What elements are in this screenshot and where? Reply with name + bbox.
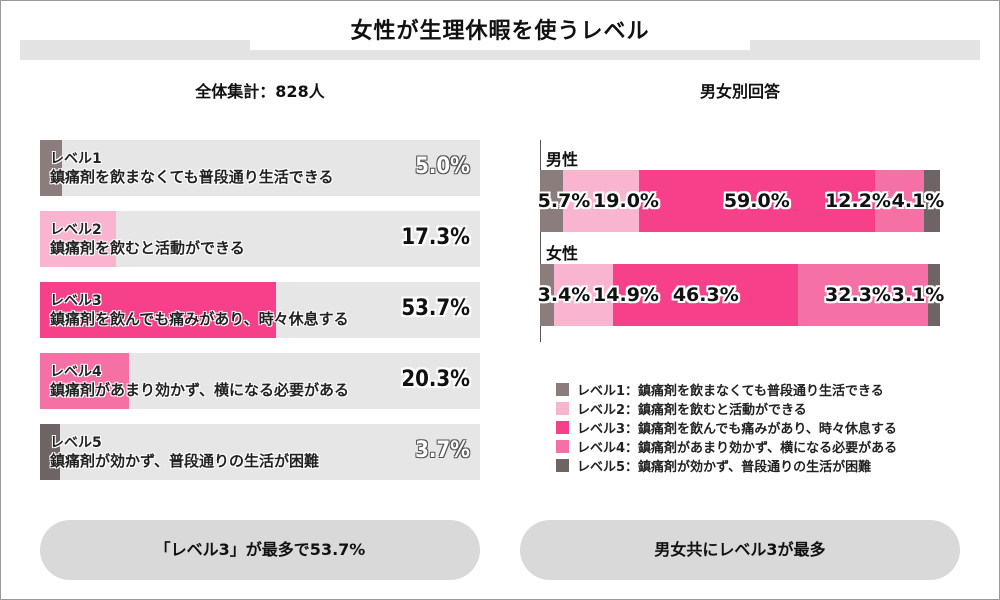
level-row-4: レベル4 鎮痛剤があまり効かず、横になる必要がある 20.3% <box>40 353 480 409</box>
right-subtitle: 男女別回答 <box>699 82 780 101</box>
stack-segment-2-2 <box>553 264 614 326</box>
level-description-5: 鎮痛剤が効かず、普段通りの生活が困難 <box>50 452 319 470</box>
summary-pill-overall: 「レベル3」が最多で53.7% <box>40 520 480 580</box>
stack-segment-2-1 <box>540 264 554 326</box>
level-percent-5: 3.7% <box>415 438 470 463</box>
left-subtitle: 全体集計：828人 <box>195 82 325 101</box>
level-row-3: レベル3 鎮痛剤を飲んでも痛みがあり、時々休息する 53.7% <box>40 282 480 338</box>
legend-swatch-5 <box>556 459 569 472</box>
level-percent-1: 5.0% <box>415 154 470 179</box>
gender-label-1: 男性 <box>546 150 579 169</box>
legend-swatch-1 <box>556 383 569 396</box>
stack-label-1-4: 12.2% <box>825 190 891 212</box>
level-percent-4: 20.3% <box>401 367 470 392</box>
stack-axis-line <box>540 140 541 342</box>
level-description-2: 鎮痛剤を飲むと活動ができる <box>50 239 245 257</box>
legend-label-1: レベル1：鎮痛剤を飲まなくても普段通り生活できる <box>577 384 884 399</box>
stack-segment-1-4 <box>874 170 924 232</box>
legend-swatch-4 <box>556 440 569 453</box>
level-bar-3 <box>40 282 277 338</box>
level-row-1: レベル1 鎮痛剤を飲まなくても普段通り生活できる 5.0% <box>40 140 480 196</box>
stack-segment-1-5 <box>923 170 940 232</box>
stacked-bar-2: 3.4% 14.9% 46.3% 32.3% 3.1% <box>537 264 944 326</box>
stack-label-1-5: 4.1% <box>891 190 945 212</box>
level-description-4: 鎮痛剤があまり効かず、横になる必要がある <box>50 381 349 399</box>
stack-segment-2-4 <box>798 264 928 326</box>
legend-swatch-3 <box>556 421 569 434</box>
legend-label-3: レベル3：鎮痛剤を飲んでも痛みがあり、時々休息する <box>577 422 897 437</box>
legend-item-3: レベル3：鎮痛剤を飲んでも痛みがあり、時々休息する <box>556 418 897 437</box>
stack-segment-1-3 <box>638 170 875 232</box>
level-row-5: レベル5 鎮痛剤が効かず、普段通りの生活が困難 3.7% <box>40 424 480 480</box>
level-percent-3: 53.7% <box>401 296 470 321</box>
legend-swatch-2 <box>556 402 569 415</box>
stack-label-2-2: 14.9% <box>593 284 659 306</box>
summary-pill-gender: 男女共にレベル3が最多 <box>520 520 960 580</box>
level-name-5: レベル5 <box>50 435 102 451</box>
stack-label-1-1: 5.7% <box>537 190 591 212</box>
legend-item-4: レベル4：鎮痛剤があまり効かず、横になる必要がある <box>556 437 897 456</box>
level-description-3: 鎮痛剤を飲んでも痛みがあり、時々休息する <box>50 310 349 328</box>
stacked-bar-1: 5.7% 19.0% 59.0% 12.2% 4.1% <box>537 170 944 232</box>
level-percent-2: 17.3% <box>401 225 470 250</box>
gender-label-2: 女性 <box>546 244 579 263</box>
stack-label-2-5: 3.1% <box>891 284 945 306</box>
stack-segment-2-5 <box>927 264 940 326</box>
stack-label-2-1: 3.4% <box>537 284 591 306</box>
legend-label-4: レベル4：鎮痛剤があまり効かず、横になる必要がある <box>577 441 898 456</box>
chart-title: 女性が生理休暇を使うレベル <box>250 14 750 50</box>
level-bar-1 <box>40 140 62 196</box>
stack-label-2-3: 46.3% <box>672 284 739 306</box>
legend-item-2: レベル2：鎮痛剤を飲むと活動ができる <box>556 399 897 418</box>
stack-segment-2-3 <box>613 264 799 326</box>
level-name-1: レベル1 <box>50 151 102 167</box>
level-name-2: レベル2 <box>50 222 102 238</box>
legend-item-5: レベル5：鎮痛剤が効かず、普段通りの生活が困難 <box>556 456 897 475</box>
stack-segment-1-1 <box>540 170 563 232</box>
level-bar-5 <box>40 424 60 480</box>
legend-item-1: レベル1：鎮痛剤を飲まなくても普段通り生活できる <box>556 380 897 399</box>
level-name-3: レベル3 <box>50 293 102 309</box>
level-description-1: 鎮痛剤を飲まなくても普段通り生活できる <box>50 168 334 186</box>
level-row-2: レベル2 鎮痛剤を飲むと活動ができる 17.3% <box>40 211 480 267</box>
stack-label-1-3: 59.0% <box>723 190 790 212</box>
level-bar-2 <box>40 211 117 267</box>
legend: レベル1：鎮痛剤を飲まなくても普段通り生活できる レベル2：鎮痛剤を飲むと活動がで… <box>556 380 897 475</box>
level-bar-4 <box>40 353 130 409</box>
legend-label-2: レベル2：鎮痛剤を飲むと活動ができる <box>577 403 807 418</box>
stack-label-1-2: 19.0% <box>593 190 659 212</box>
stack-segment-1-2 <box>562 170 639 232</box>
level-name-4: レベル4 <box>50 364 102 380</box>
stack-label-2-4: 32.3% <box>825 284 891 306</box>
legend-label-5: レベル5：鎮痛剤が効かず、普段通りの生活が困難 <box>577 460 872 475</box>
